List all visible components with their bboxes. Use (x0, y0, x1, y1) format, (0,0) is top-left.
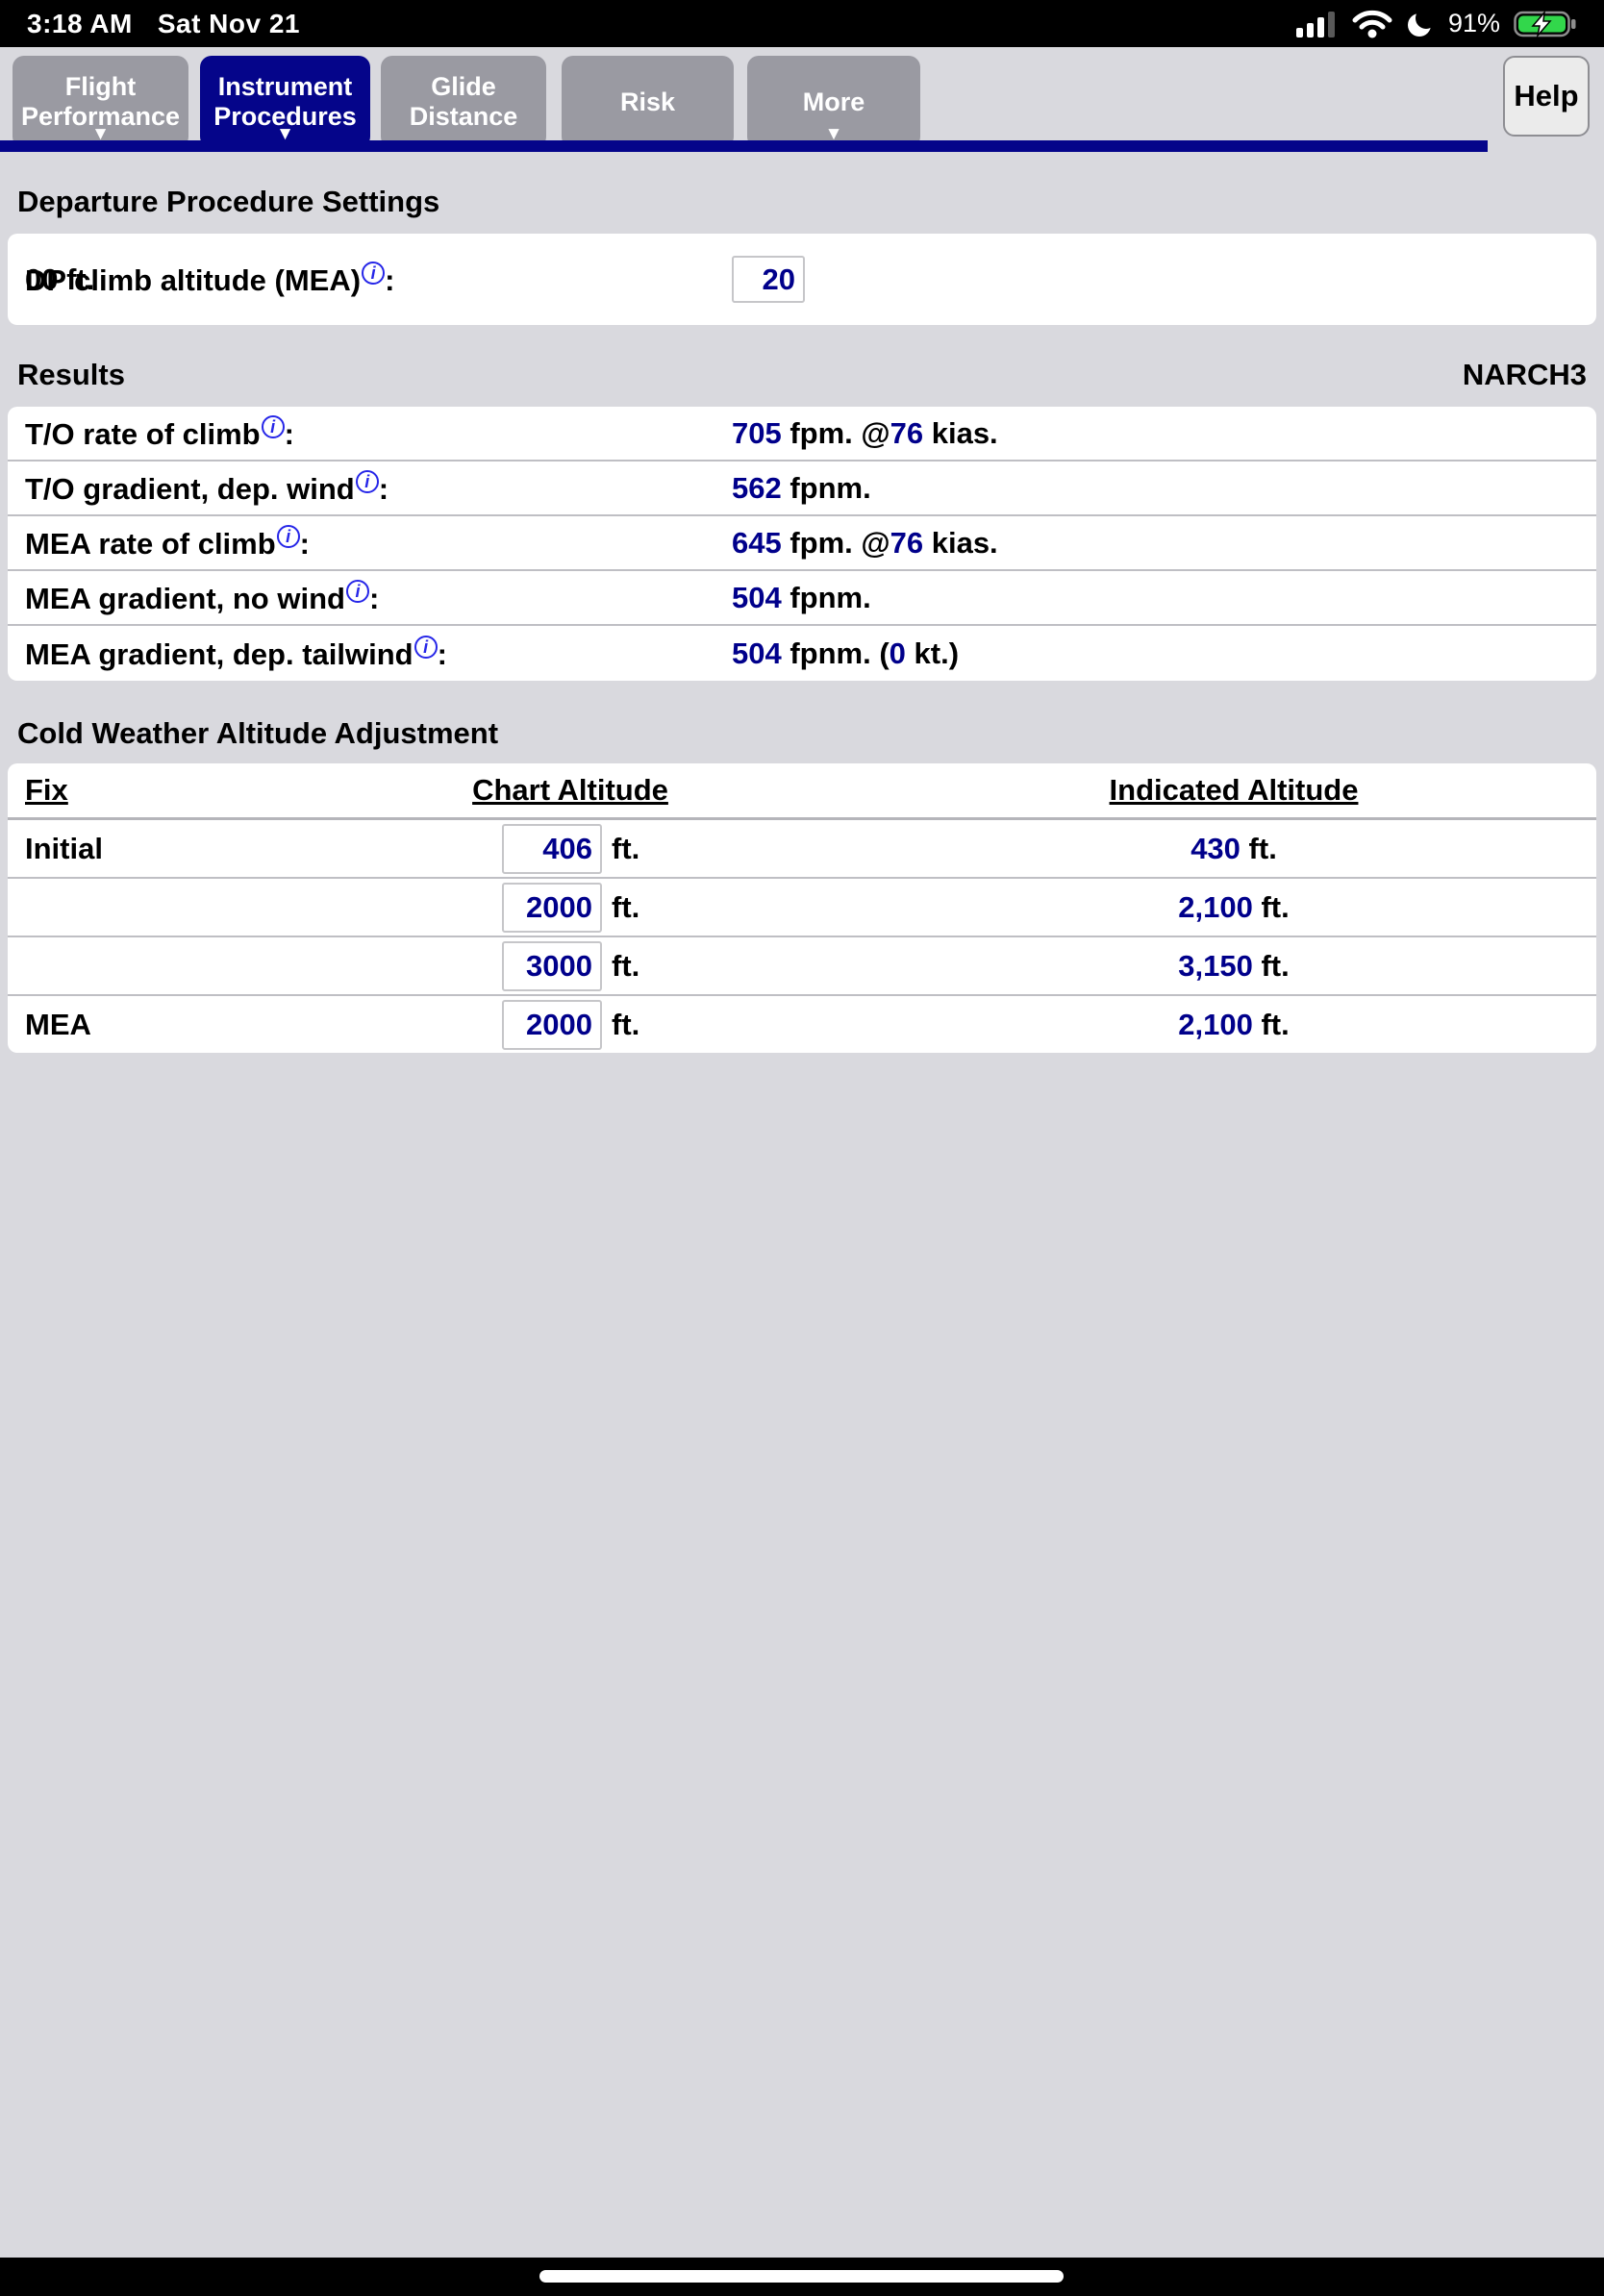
info-icon[interactable]: i (414, 635, 438, 659)
cold-weather-section-title: Cold Weather Altitude Adjustment (17, 716, 499, 750)
chevron-down-icon: ▼ (276, 124, 294, 144)
bottom-bar (0, 2258, 1604, 2296)
result-row: MEA gradient, no wind i: 504 fpnm. (8, 571, 1596, 626)
do-not-disturb-moon-icon (1406, 9, 1435, 38)
cold-weather-card: Fix Chart Altitude Indicated Altitude In… (8, 763, 1596, 1053)
cold-weather-row: ft. 3,150 ft. (8, 937, 1596, 996)
info-icon[interactable]: i (261, 414, 285, 438)
results-section-title: Results (17, 358, 125, 391)
chart-altitude-input[interactable] (502, 823, 602, 874)
row-label: T/O gradient, dep. wind i: (25, 469, 389, 506)
tab-label: Risk (619, 87, 676, 116)
info-icon[interactable]: i (345, 579, 369, 603)
departure-section-title: Departure Procedure Settings (17, 185, 440, 218)
chart-altitude-input[interactable] (502, 940, 602, 991)
tab-more[interactable]: More ▼ (747, 56, 920, 148)
fix-label: MEA (25, 1007, 91, 1041)
result-value: 504 fpnm. (732, 580, 871, 614)
tab-bar: Flight Performance ▼ Instrument Procedures ▼ G… (0, 47, 1604, 154)
indicated-altitude-value: 2,100 ft. (1178, 889, 1290, 924)
fix-column-header: Fix (25, 773, 68, 807)
fix-label: Initial (25, 831, 103, 865)
cold-weather-row: ft. 2,100 ft. (8, 879, 1596, 937)
tab-label: Procedures (213, 102, 357, 131)
wifi-icon (1352, 10, 1392, 38)
row-label: T/O rate of climb i: (25, 414, 294, 451)
row-label: MEA rate of climb i: (25, 524, 310, 561)
info-icon[interactable]: i (362, 261, 386, 285)
status-bar: 3:18 AM Sat Nov 21 (0, 0, 1604, 47)
tab-label: Instrument (217, 72, 353, 101)
indicated-altitude-value: 2,100 ft. (1178, 1007, 1290, 1041)
dp-climb-altitude-label: DP climb altitude (MEA) i: (25, 261, 395, 297)
cellular-signal-icon (1295, 11, 1339, 37)
battery-charging-icon (1514, 9, 1577, 39)
cold-weather-row: MEA ft. 2,100 ft. (8, 996, 1596, 1053)
tab-label: More (802, 87, 865, 116)
active-tab-underline (0, 140, 1488, 152)
info-icon[interactable]: i (276, 524, 300, 548)
dp-climb-altitude-suffix: 00 ft. (25, 262, 95, 296)
results-card: T/O rate of climb i:705 fpm. @76 kias. T/O… (8, 407, 1596, 681)
chevron-down-icon: ▼ (91, 124, 110, 144)
cold-weather-row: Initial ft. 430 ft. (8, 820, 1596, 879)
result-value: 645 fpm. @76 kias. (732, 525, 998, 560)
chart-altitude-unit: ft. (612, 948, 640, 983)
tab-flight-performance[interactable]: Flight Performance ▼ (13, 56, 188, 148)
result-row: MEA gradient, dep. tailwind i: 504 fpnm. (… (8, 626, 1596, 681)
chart-altitude-header: Chart Altitude (472, 773, 668, 807)
result-value: 562 fpnm. (732, 470, 871, 505)
tab-instrument-procedures[interactable]: Instrument Procedures ▼ (200, 56, 370, 148)
departure-settings-card: DP climb altitude (MEA)i: 00 ft. (8, 234, 1596, 325)
info-icon[interactable]: i (355, 469, 379, 493)
status-time: 3:18 AM (27, 8, 133, 38)
result-value: 504 fpnm. (0 kt.) (732, 636, 960, 670)
tab-risk[interactable]: Risk (562, 56, 734, 148)
dp-climb-altitude-input[interactable] (732, 256, 805, 303)
indicated-altitude-value: 3,150 ft. (1178, 948, 1290, 983)
chevron-down-icon: ▼ (824, 124, 843, 144)
row-label: MEA gradient, dep. tailwind i: (25, 635, 447, 671)
tab-label: Glide (431, 72, 496, 101)
tab-label: Performance (20, 102, 181, 131)
chart-altitude-input[interactable] (502, 882, 602, 933)
tab-label: Distance (409, 102, 518, 131)
status-date: Sat Nov 21 (157, 8, 300, 38)
indicated-altitude-header: Indicated Altitude (1109, 773, 1359, 807)
tab-glide-distance[interactable]: Glide Distance (381, 56, 546, 148)
help-button[interactable]: Help (1503, 56, 1590, 137)
tab-label: Flight (64, 72, 137, 101)
chart-altitude-input[interactable] (502, 999, 602, 1050)
battery-percent: 91% (1447, 9, 1500, 37)
result-row: T/O rate of climb i: 705 fpm. @76 kias. (8, 407, 1596, 462)
chart-altitude-unit: ft. (612, 889, 640, 924)
procedure-name-badge: NARCH3 (1462, 358, 1587, 391)
result-row: T/O gradient, dep. wind i: 562 fpnm. (8, 462, 1596, 516)
indicated-altitude-value: 430 ft. (1190, 831, 1277, 865)
chart-altitude-unit: ft. (612, 831, 640, 865)
row-label: MEA gradient, no wind i: (25, 579, 380, 615)
cold-weather-header-row: Fix Chart Altitude Indicated Altitude (8, 763, 1596, 820)
result-value: 705 fpm. @76 kias. (732, 415, 998, 450)
home-indicator[interactable] (539, 2270, 1064, 2283)
result-row: MEA rate of climb i: 645 fpm. @76 kias. (8, 516, 1596, 571)
chart-altitude-unit: ft. (612, 1007, 640, 1041)
